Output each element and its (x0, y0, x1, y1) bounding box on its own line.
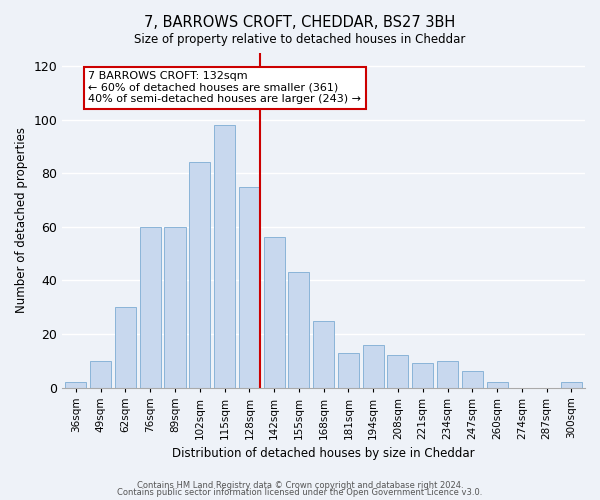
Bar (289, 272, 310, 388)
Bar (362, 344, 384, 388)
Bar (90, 360, 111, 388)
Bar (487, 382, 508, 388)
Y-axis label: Number of detached properties: Number of detached properties (15, 127, 28, 313)
X-axis label: Distribution of detached houses by size in Cheddar: Distribution of detached houses by size … (172, 447, 475, 460)
Bar (263, 238, 284, 388)
Bar (412, 364, 433, 388)
Text: Contains HM Land Registry data © Crown copyright and database right 2024.: Contains HM Land Registry data © Crown c… (137, 480, 463, 490)
Bar (462, 372, 483, 388)
Text: Size of property relative to detached houses in Cheddar: Size of property relative to detached ho… (134, 32, 466, 46)
Bar (239, 186, 260, 388)
Text: 7 BARROWS CROFT: 132sqm
← 60% of detached houses are smaller (361)
40% of semi-d: 7 BARROWS CROFT: 132sqm ← 60% of detache… (88, 72, 361, 104)
Bar (65, 382, 86, 388)
Bar (115, 307, 136, 388)
Bar (437, 360, 458, 388)
Text: 7, BARROWS CROFT, CHEDDAR, BS27 3BH: 7, BARROWS CROFT, CHEDDAR, BS27 3BH (145, 15, 455, 30)
Bar (140, 226, 161, 388)
Bar (561, 382, 582, 388)
Bar (388, 356, 409, 388)
Bar (189, 162, 211, 388)
Bar (338, 352, 359, 388)
Bar (313, 320, 334, 388)
Text: Contains public sector information licensed under the Open Government Licence v3: Contains public sector information licen… (118, 488, 482, 497)
Bar (164, 226, 185, 388)
Bar (214, 125, 235, 388)
